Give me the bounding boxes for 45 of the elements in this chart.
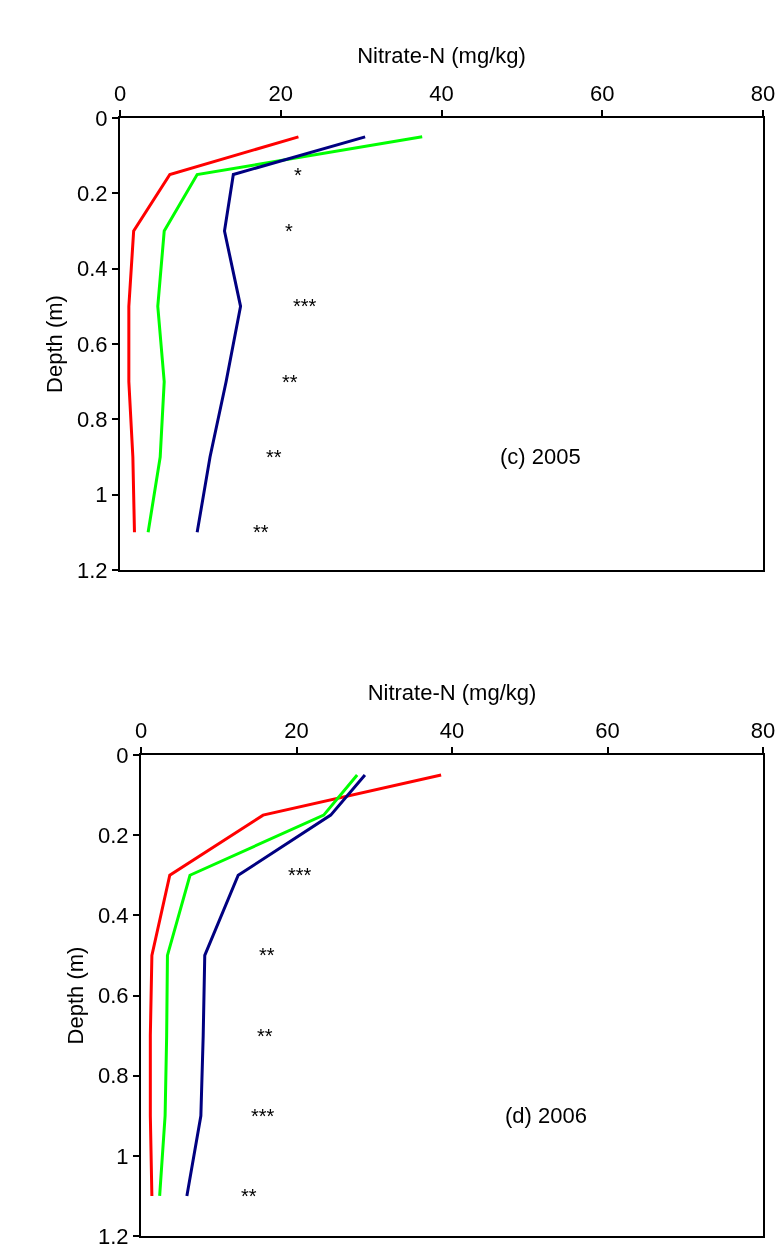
annotation: (c) 2005 bbox=[500, 444, 581, 469]
annotation: *** bbox=[293, 295, 317, 317]
x-tick-label: 60 bbox=[590, 81, 615, 107]
annotation: *** bbox=[288, 864, 312, 886]
line-series bbox=[158, 773, 359, 1198]
x-axis-title: Nitrate-N (mg/kg) bbox=[357, 42, 526, 68]
y-tick-label: 0 bbox=[116, 742, 129, 768]
y-tick-label: 1 bbox=[95, 482, 108, 508]
x-tick-label: 40 bbox=[429, 81, 454, 107]
x-tick-label: 40 bbox=[439, 718, 465, 744]
y-tick-label: 0.2 bbox=[98, 822, 129, 848]
annotation: ** bbox=[259, 944, 275, 966]
annotation: *** bbox=[251, 1105, 275, 1127]
y-tick-label: 0.6 bbox=[98, 983, 129, 1009]
x-tick-label: 80 bbox=[750, 718, 776, 744]
x-tick-label: 60 bbox=[595, 718, 620, 744]
x-tick-label: 20 bbox=[268, 81, 293, 107]
annotation: (d) 2006 bbox=[505, 1103, 587, 1128]
annotation: ** bbox=[241, 1185, 257, 1207]
annotation: ** bbox=[253, 521, 269, 543]
x-tick-label: 80 bbox=[750, 81, 776, 107]
x-tick-label: 20 bbox=[284, 718, 309, 744]
y-tick-label: 0.4 bbox=[77, 256, 108, 282]
y-tick-label: 0.8 bbox=[98, 1063, 129, 1089]
y-axis-title: Depth (m) bbox=[63, 946, 89, 1045]
y-tick-label: 0 bbox=[95, 105, 108, 131]
y-tick-label: 1.2 bbox=[98, 1223, 129, 1249]
annotation: * bbox=[285, 220, 293, 242]
annotation: ** bbox=[257, 1025, 273, 1047]
x-tick-label: 0 bbox=[134, 718, 148, 744]
y-tick-label: 1 bbox=[116, 1143, 129, 1169]
line-series bbox=[185, 773, 367, 1198]
y-tick-label: 0.8 bbox=[77, 407, 108, 433]
x-axis-title: Nitrate-N (mg/kg) bbox=[367, 679, 537, 705]
annotation: ** bbox=[282, 371, 298, 393]
line-series bbox=[146, 135, 424, 534]
annotation: ** bbox=[266, 446, 282, 468]
y-tick-label: 1.2 bbox=[77, 557, 108, 583]
line-series bbox=[148, 773, 443, 1198]
y-tick-label: 0.2 bbox=[77, 181, 108, 207]
y-tick-label: 0.6 bbox=[77, 331, 108, 357]
line-series bbox=[195, 135, 367, 534]
y-axis-title: Depth (m) bbox=[42, 295, 68, 393]
y-tick-label: 0.4 bbox=[98, 903, 129, 929]
annotation: * bbox=[294, 164, 302, 186]
